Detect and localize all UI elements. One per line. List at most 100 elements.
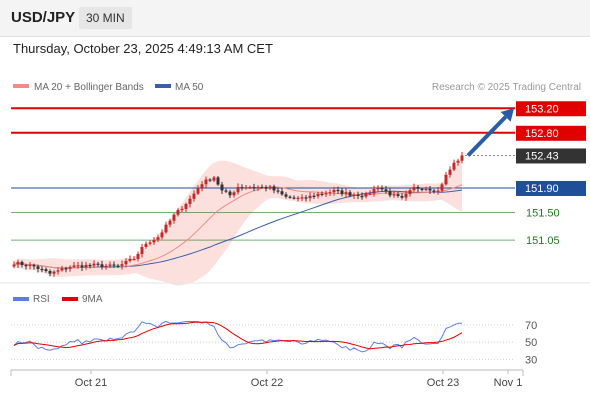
candle-54 xyxy=(228,191,232,196)
current-price-label: 152.43 xyxy=(525,150,559,162)
candle-20 xyxy=(92,263,96,266)
candle-83 xyxy=(344,192,348,194)
candle-45 xyxy=(192,193,196,199)
candle-8 xyxy=(44,269,48,272)
candle-48 xyxy=(204,179,208,185)
candle-62 xyxy=(260,186,264,189)
candle-15 xyxy=(72,265,76,267)
candle-27 xyxy=(120,264,124,266)
level-label-1: 152.80 xyxy=(525,128,559,140)
candle-13 xyxy=(64,268,68,270)
candle-25 xyxy=(112,264,116,266)
candle-75 xyxy=(312,195,316,197)
candle-97 xyxy=(400,195,404,198)
timeframe-badge[interactable]: 30 MIN xyxy=(79,7,132,29)
rsi-legend: RSI 9MA xyxy=(13,294,103,305)
candle-60 xyxy=(252,187,256,189)
candle-52 xyxy=(220,184,224,191)
bollinger-band xyxy=(14,157,462,286)
candle-7 xyxy=(40,268,44,271)
rsi-tick-50: 50 xyxy=(525,337,537,349)
candle-84 xyxy=(348,192,352,196)
candle-53 xyxy=(224,190,228,192)
level-tag-1 xyxy=(516,125,586,141)
candle-101 xyxy=(416,187,420,189)
time-tick-3: Nov 1 xyxy=(494,377,523,389)
candle-42 xyxy=(180,208,184,211)
candle-87 xyxy=(360,195,364,198)
candle-36 xyxy=(156,237,160,240)
legend-swatch-9ma xyxy=(62,297,78,301)
legend-swatch-ma50 xyxy=(155,84,171,88)
header-bar: USD/JPY 30 MIN xyxy=(0,0,590,37)
time-axis: Oct 21 Oct 22 Oct 23 Nov 1 xyxy=(10,369,524,389)
candle-28 xyxy=(124,260,128,265)
candle-74 xyxy=(308,195,312,199)
time-tick-1: Oct 22 xyxy=(251,377,283,389)
candle-92 xyxy=(380,188,384,190)
candle-93 xyxy=(384,189,388,192)
candle-100 xyxy=(412,187,416,191)
ma20-line xyxy=(13,184,463,269)
legend-label-rsi: RSI xyxy=(33,294,50,305)
candle-106 xyxy=(436,190,440,192)
legend-swatch-ma20 xyxy=(13,84,29,88)
candle-16 xyxy=(76,265,80,267)
candle-85 xyxy=(352,194,356,196)
candle-35 xyxy=(152,239,156,243)
price-labels: 153.20 152.80 151.90 151.50 151.05 152.43 xyxy=(516,101,586,247)
candle-68 xyxy=(284,194,288,197)
candle-30 xyxy=(132,258,136,261)
candle-38 xyxy=(164,224,168,233)
candle-5 xyxy=(32,264,36,267)
candle-24 xyxy=(108,264,112,266)
candle-49 xyxy=(208,179,212,181)
candle-26 xyxy=(116,265,120,267)
candle-58 xyxy=(244,187,248,189)
level-label-0: 153.20 xyxy=(525,103,559,115)
rsi-tick-70: 70 xyxy=(525,320,537,332)
candle-107 xyxy=(440,184,444,191)
candle-11 xyxy=(56,270,60,272)
candle-39 xyxy=(168,220,172,225)
candle-109 xyxy=(448,169,452,175)
candle-40 xyxy=(172,214,176,221)
candle-94 xyxy=(388,191,392,196)
candle-37 xyxy=(160,232,164,238)
level-label-4: 151.05 xyxy=(526,235,560,247)
rsi-ma-line xyxy=(13,321,463,350)
candle-98 xyxy=(404,193,408,198)
candle-104 xyxy=(428,188,432,191)
legend-label-9ma: 9MA xyxy=(82,294,103,305)
candle-9 xyxy=(48,271,52,274)
candle-14 xyxy=(68,266,72,269)
candle-55 xyxy=(232,192,236,196)
candle-89 xyxy=(368,193,372,195)
level-label-2: 151.90 xyxy=(525,183,559,195)
candle-77 xyxy=(320,193,324,195)
candle-96 xyxy=(396,194,400,196)
forecast-arrow xyxy=(466,108,514,157)
candle-111 xyxy=(456,160,460,163)
candle-19 xyxy=(88,264,92,267)
candle-21 xyxy=(96,263,100,265)
rsi-panel: 70 50 30 xyxy=(11,320,537,366)
credit-text: Research © 2025 Trading Central xyxy=(432,82,581,93)
candle-57 xyxy=(240,187,244,189)
candle-46 xyxy=(196,188,200,194)
datetime-label: Thursday, October 23, 2025 4:49:13 AM CE… xyxy=(13,41,273,56)
candle-10 xyxy=(52,271,56,274)
time-tick-2: Oct 23 xyxy=(427,377,459,389)
candle-50 xyxy=(212,177,216,181)
candle-103 xyxy=(424,188,428,191)
candle-43 xyxy=(184,203,188,209)
candle-23 xyxy=(104,265,108,268)
candle-2 xyxy=(20,261,24,266)
candle-64 xyxy=(268,186,272,189)
candle-65 xyxy=(272,186,276,191)
candle-3 xyxy=(24,265,28,267)
forecast-arrow-head xyxy=(500,108,514,122)
candle-41 xyxy=(176,210,180,215)
